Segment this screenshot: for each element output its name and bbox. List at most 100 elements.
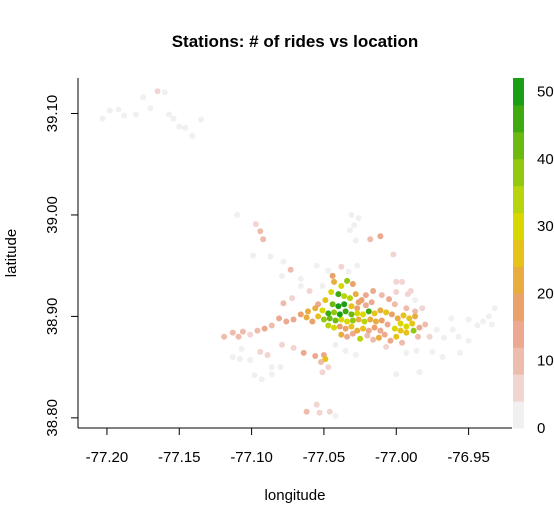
y-axis-label: latitude — [3, 229, 20, 277]
data-point — [140, 94, 147, 101]
data-point — [416, 324, 423, 331]
data-point — [221, 333, 228, 340]
data-point — [332, 317, 339, 324]
data-point — [252, 221, 259, 228]
data-point — [344, 318, 351, 325]
data-point — [362, 292, 369, 299]
data-point — [316, 409, 323, 416]
data-point — [332, 412, 339, 419]
data-point — [390, 251, 397, 258]
data-point — [480, 318, 487, 325]
data-point — [342, 347, 349, 354]
data-point — [313, 262, 320, 269]
data-point — [348, 311, 355, 318]
colorbar-tick-label: 50 — [537, 83, 554, 100]
x-axis: -77.20 -77.15 -77.10 -77.05 -77.00 -76.95 — [86, 428, 490, 466]
data-point — [239, 328, 246, 335]
data-point — [312, 305, 319, 312]
data-point — [258, 376, 265, 383]
data-point — [474, 322, 481, 329]
data-point — [280, 258, 287, 265]
data-point — [365, 308, 372, 315]
data-point — [278, 341, 285, 348]
data-point — [297, 275, 304, 282]
data-point — [384, 321, 391, 328]
data-point — [399, 339, 406, 346]
data-point — [491, 305, 498, 312]
data-point — [315, 313, 322, 320]
data-point — [354, 262, 361, 269]
data-point — [121, 112, 128, 119]
data-point — [147, 105, 154, 112]
data-point — [378, 317, 385, 324]
data-point — [352, 237, 359, 244]
data-point — [354, 305, 361, 312]
data-point — [359, 311, 366, 318]
data-point — [364, 332, 371, 339]
data-point — [197, 116, 204, 123]
colorbar-segment — [513, 401, 524, 429]
x-axis-label: longitude — [265, 487, 326, 504]
data-point — [106, 107, 113, 114]
colorbar-segment — [513, 185, 524, 214]
data-point — [383, 309, 390, 316]
data-point — [370, 336, 377, 343]
data-point — [371, 310, 378, 317]
data-point — [313, 401, 320, 408]
data-point — [261, 325, 268, 332]
colorbar-segment — [513, 374, 524, 402]
data-point — [303, 408, 310, 415]
data-point — [359, 325, 366, 332]
data-point — [260, 236, 267, 243]
data-point — [352, 351, 359, 358]
data-point — [352, 291, 359, 298]
colorbar-segment — [513, 78, 524, 106]
data-point — [322, 356, 329, 363]
data-point — [354, 327, 361, 334]
data-point — [332, 341, 339, 348]
data-point — [264, 351, 271, 358]
data-point — [341, 301, 348, 308]
data-point — [407, 288, 414, 295]
data-point — [338, 263, 345, 270]
data-point — [403, 305, 410, 312]
data-point — [189, 132, 196, 139]
data-point — [257, 228, 264, 235]
data-point — [377, 327, 384, 334]
y-tick-label: 39.00 — [44, 196, 61, 234]
data-point — [465, 337, 472, 344]
data-point — [322, 297, 329, 304]
data-point — [393, 289, 400, 296]
data-point — [448, 315, 455, 322]
data-point — [348, 303, 355, 310]
colorbar-tick-label: 30 — [537, 218, 554, 235]
data-point — [383, 343, 390, 350]
data-point — [397, 327, 404, 334]
data-point — [344, 333, 351, 340]
data-point — [306, 288, 313, 295]
data-point — [367, 236, 374, 243]
data-point — [355, 316, 362, 323]
data-point — [373, 318, 380, 325]
data-point — [268, 371, 275, 378]
data-point — [280, 300, 287, 307]
data-point — [403, 349, 410, 356]
data-point — [456, 349, 463, 356]
colorbar-legend: 0 10 20 30 40 50 — [513, 78, 554, 437]
x-tick-label: -77.10 — [230, 449, 273, 466]
x-tick-label: -77.05 — [303, 449, 346, 466]
data-point — [378, 292, 385, 299]
data-point — [132, 111, 139, 118]
data-point — [329, 272, 336, 279]
data-point — [394, 315, 401, 322]
data-point — [391, 301, 398, 308]
data-point — [283, 318, 290, 325]
data-point — [429, 348, 436, 355]
data-point — [325, 310, 332, 317]
data-point — [485, 313, 492, 320]
data-point — [342, 325, 349, 332]
data-point — [345, 268, 352, 275]
x-tick-label: -77.00 — [375, 449, 418, 466]
data-point — [99, 115, 106, 122]
data-point — [309, 318, 316, 325]
